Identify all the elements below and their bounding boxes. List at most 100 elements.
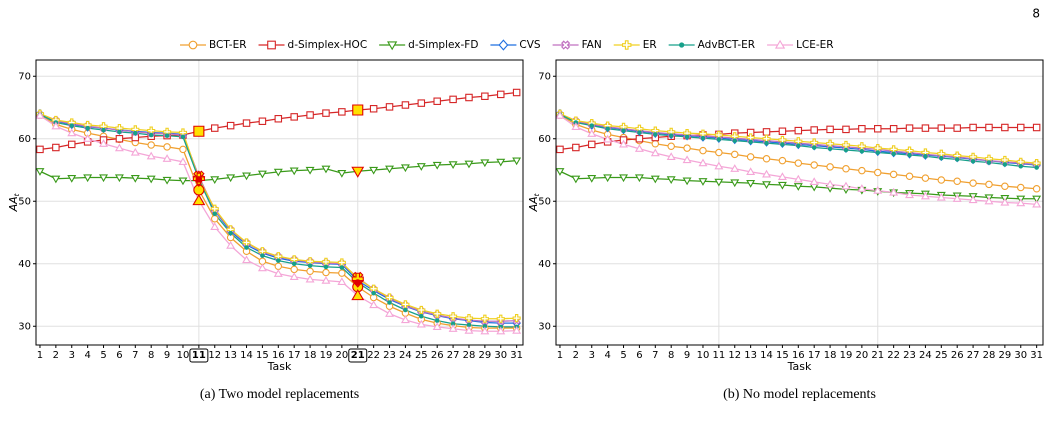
data-point xyxy=(891,151,896,157)
data-point xyxy=(794,126,803,135)
data-point xyxy=(938,155,944,161)
data-point xyxy=(291,261,297,267)
x-axis-label: Task xyxy=(787,360,812,373)
data-point xyxy=(953,124,961,132)
data-point xyxy=(464,160,474,169)
x-tick-label: 13 xyxy=(744,350,757,361)
legend-marker xyxy=(621,40,632,50)
x-tick-label: 17 xyxy=(808,350,821,361)
legend-label: FAN xyxy=(582,39,602,51)
data-point xyxy=(195,176,203,183)
data-point xyxy=(337,277,347,285)
data-point xyxy=(228,230,233,236)
data-point xyxy=(99,139,109,147)
data-point xyxy=(464,326,474,334)
data-point xyxy=(258,257,267,265)
data-point xyxy=(778,156,787,165)
data-point xyxy=(937,176,946,184)
x-tick-label: 28 xyxy=(463,350,476,361)
data-point xyxy=(273,269,283,277)
data-point xyxy=(954,157,960,162)
data-point xyxy=(242,119,251,127)
data-point xyxy=(714,178,724,187)
data-point xyxy=(746,180,756,188)
data-point xyxy=(905,124,914,132)
data-point xyxy=(512,88,521,97)
data-point xyxy=(1002,162,1008,167)
legend-marker xyxy=(387,41,398,51)
data-point xyxy=(825,179,835,188)
legend-marker xyxy=(561,40,571,50)
x-tick-label: 22 xyxy=(367,350,380,361)
data-point xyxy=(920,191,930,200)
data-point xyxy=(650,148,660,157)
x-tick-label: 1 xyxy=(37,350,43,361)
data-point xyxy=(621,128,626,133)
data-point xyxy=(114,143,124,152)
data-point xyxy=(146,175,156,184)
data-point xyxy=(178,177,188,186)
data-point xyxy=(1017,123,1025,132)
data-point xyxy=(571,122,581,130)
data-point xyxy=(731,150,739,159)
data-point xyxy=(652,132,658,137)
data-point xyxy=(101,127,106,133)
x-tick-label: 9 xyxy=(164,350,170,361)
data-point xyxy=(417,99,426,107)
caption: (a) Two model replacements xyxy=(200,387,359,402)
data-point xyxy=(387,300,392,305)
data-point xyxy=(69,123,75,128)
data-point xyxy=(147,141,155,149)
x-tick-label: 19 xyxy=(840,350,853,361)
data-point xyxy=(603,174,613,183)
legend-label: CVS xyxy=(519,39,541,51)
data-point xyxy=(843,147,849,153)
data-point xyxy=(496,158,506,167)
x-tick-label: 21 xyxy=(871,350,884,361)
data-point xyxy=(480,314,489,323)
data-point xyxy=(1032,123,1041,132)
data-point xyxy=(305,166,315,175)
data-point xyxy=(936,192,946,201)
data-point xyxy=(117,129,122,135)
data-point xyxy=(401,101,410,109)
data-point xyxy=(418,313,424,319)
data-point xyxy=(698,178,708,186)
data-point xyxy=(1016,198,1026,207)
data-point xyxy=(921,124,930,132)
data-point xyxy=(180,134,186,140)
data-point xyxy=(889,170,898,179)
data-point xyxy=(683,144,691,152)
x-tick-label: 30 xyxy=(494,350,507,361)
data-point xyxy=(274,115,283,123)
data-point xyxy=(290,265,298,274)
data-point xyxy=(400,315,410,324)
data-point xyxy=(178,157,188,165)
data-point xyxy=(403,307,408,313)
data-point xyxy=(746,153,755,161)
data-point xyxy=(684,134,690,140)
legend-marker xyxy=(679,42,685,48)
y-tick-label: 40 xyxy=(18,259,31,270)
data-point xyxy=(1034,165,1039,170)
data-point xyxy=(212,211,218,217)
data-point xyxy=(842,125,850,134)
y-tick-label: 70 xyxy=(538,71,551,82)
caption: (b) No model replacements xyxy=(723,387,876,402)
data-point xyxy=(637,130,642,135)
data-point xyxy=(465,93,473,102)
x-tick-label: 30 xyxy=(1014,350,1027,361)
data-point xyxy=(969,179,977,187)
data-point xyxy=(448,324,458,332)
data-point xyxy=(699,146,707,155)
data-point xyxy=(449,312,458,321)
data-point xyxy=(715,148,723,157)
x-tick-label: 19 xyxy=(320,350,333,361)
data-point xyxy=(732,138,738,143)
data-point xyxy=(512,314,521,323)
data-point xyxy=(260,253,265,258)
data-point xyxy=(115,135,124,143)
data-point xyxy=(605,126,610,132)
tick-highlight-box xyxy=(189,348,209,363)
y-tick-label: 70 xyxy=(18,71,31,82)
